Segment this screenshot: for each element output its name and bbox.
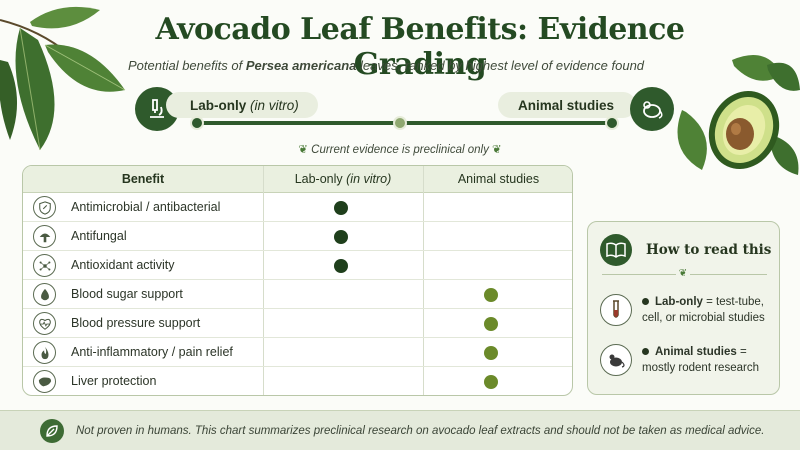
header-benefit: Benefit	[121, 172, 165, 186]
disclaimer-footer: Not proven in humans. This chart summari…	[0, 410, 800, 450]
leaf-badge-icon	[40, 419, 64, 443]
table-row: Blood sugar support	[23, 280, 572, 309]
legend-item-lab: Lab-only = test-tube, cell, or microbial…	[642, 296, 765, 324]
evidence-dot-animal	[484, 375, 498, 389]
column-divider	[423, 166, 424, 395]
evidence-dot-animal	[484, 288, 498, 302]
leaf-icon: ❦	[298, 144, 308, 156]
shield-icon	[33, 196, 56, 219]
book-icon	[600, 234, 632, 266]
molecule-icon	[33, 254, 56, 277]
benefit-label: Anti-inflammatory / pain relief	[71, 345, 233, 359]
benefit-label: Blood pressure support	[71, 316, 201, 330]
legend-title: How to read this	[646, 242, 772, 258]
leaf-icon: ❦	[492, 144, 502, 156]
table-row: Blood pressure support	[23, 309, 572, 338]
header-lab: Lab-only (in vitro)	[294, 172, 392, 186]
benefit-label: Antioxidant activity	[71, 258, 175, 272]
animal-studies-label: Animal studies	[498, 92, 636, 118]
disclaimer-text: Not proven in humans. This chart summari…	[76, 425, 765, 437]
lab-only-label: Lab-only (in vitro)	[166, 92, 318, 118]
evidence-dot-animal	[484, 346, 498, 360]
benefit-label: Liver protection	[71, 374, 157, 388]
heart-pulse-icon	[33, 312, 56, 335]
flame-icon	[33, 341, 56, 364]
table-row: Antifungal	[23, 222, 572, 251]
scale-dot-mid	[393, 116, 407, 130]
table-row: Antioxidant activity	[23, 251, 572, 280]
liver-icon	[33, 370, 56, 393]
evidence-dot-lab	[334, 259, 348, 273]
page-title: Avocado Leaf Benefits: Evidence Grading	[155, 12, 685, 82]
mushroom-icon	[33, 225, 56, 248]
leaf-branch-decoration	[0, 6, 126, 151]
how-to-read-box: How to read this ❦ Lab-only = test-tube,…	[587, 221, 780, 395]
benefit-label: Blood sugar support	[71, 287, 183, 301]
table-header: Benefit Lab-only (in vitro) Animal studi…	[23, 166, 572, 193]
rodent-icon	[600, 344, 632, 376]
test-tube-icon	[600, 294, 632, 326]
header-animal: Animal studies	[457, 172, 540, 186]
page-subtitle: Potential benefits of Persea americana l…	[128, 58, 645, 73]
evidence-dot-animal	[484, 317, 498, 331]
benefit-label: Antimicrobial / antibacterial	[71, 200, 221, 214]
evidence-table: Benefit Lab-only (in vitro) Animal studi…	[22, 165, 573, 396]
evidence-dot-lab	[334, 230, 348, 244]
scale-dot-lab	[190, 116, 204, 130]
mouse-icon	[630, 87, 674, 131]
legend-item-animal: Animal studies = mostly rodent research	[642, 346, 759, 374]
table-row: Liver protection	[23, 367, 572, 395]
table-row: Anti-inflammatory / pain relief	[23, 338, 572, 367]
drop-icon	[33, 283, 56, 306]
evidence-dot-lab	[334, 201, 348, 215]
leaf-icon: ❦	[676, 268, 690, 280]
benefit-label: Antifungal	[71, 229, 127, 243]
table-row: Antimicrobial / antibacterial	[23, 193, 572, 222]
preclinical-note: ❦ Current evidence is preclinical only ❦	[298, 144, 502, 156]
avocado-illustration	[677, 55, 800, 175]
column-divider	[263, 166, 264, 395]
scale-dot-animal	[605, 116, 619, 130]
